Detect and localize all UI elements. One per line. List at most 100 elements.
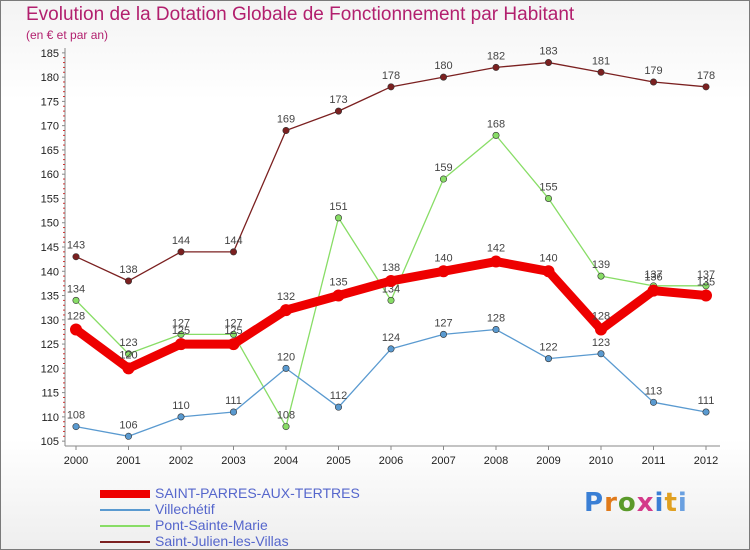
logo-letter: i [654,488,665,518]
data-point [230,330,238,338]
data-label: 169 [277,114,295,126]
data-point [72,296,80,304]
x-tick-label: 2002 [169,455,193,467]
x-tick-label: 2010 [589,455,613,467]
x-tick-label: 2012 [694,455,718,467]
data-label: 112 [330,390,348,402]
data-point [70,323,82,336]
data-point [649,78,657,86]
data-label: 168 [487,118,505,130]
data-label: 111 [698,395,715,407]
logo-letter: x [636,488,655,518]
data-label: 181 [592,55,610,67]
x-tick-label: 2008 [484,455,508,467]
data-point [492,131,500,139]
data-point [230,248,238,256]
data-point [702,282,710,290]
y-tick-label: 165 [41,145,59,157]
data-label: 140 [539,252,557,264]
y-tick-label: 140 [41,266,59,278]
data-label: 134 [67,283,85,295]
y-tick-label: 150 [41,218,59,230]
data-label: 127 [172,317,190,329]
data-label: 124 [382,332,400,344]
legend-swatch-villechetif [100,509,150,511]
data-label: 144 [224,235,242,247]
data-point [334,403,342,411]
data-label: 123 [119,337,137,349]
data-point [334,214,342,222]
data-point [700,289,712,302]
data-point [597,68,605,76]
data-point [647,284,660,297]
legend-label-saint-julien: Saint-Julien-les-Villas [155,533,289,549]
data-label: 125 [224,325,242,337]
data-point [439,330,447,338]
data-point [490,255,502,268]
data-label: 139 [592,259,610,271]
data-point [280,304,292,317]
x-tick-label: 2006 [379,455,403,467]
proxiti-logo: Proxiti [584,488,688,518]
data-point [492,326,500,334]
logo-letter: t [664,488,678,518]
data-point [282,364,290,372]
x-tick-label: 2011 [642,455,666,467]
y-tick-label: 125 [41,339,59,351]
y-tick-label: 155 [41,193,59,205]
data-point [122,362,135,375]
data-point [595,323,607,336]
legend-swatch-saint-julien [100,541,150,543]
data-point [72,423,80,431]
data-point [437,265,450,278]
y-tick-label: 145 [41,242,59,254]
data-label: 108 [277,410,295,422]
logo-letter: i [677,488,688,518]
data-point [125,277,133,285]
data-point [227,338,240,351]
data-point [385,274,397,287]
x-tick-label: 2007 [431,455,455,467]
data-point [177,248,185,256]
legend-label-saint-parres: SAINT-PARRES-AUX-TERTRES [155,485,360,501]
data-point [702,408,710,416]
data-label: 137 [644,269,662,281]
data-label: 144 [172,235,190,247]
data-point [542,265,555,278]
chart-title: Evolution de la Dotation Globale de Fonc… [26,4,575,25]
data-label: 132 [277,291,295,303]
data-label: 140 [434,252,452,264]
data-label: 128 [592,311,610,323]
data-point [649,398,657,406]
data-point [387,83,395,91]
y-tick-label: 105 [41,436,59,448]
data-point [544,355,552,363]
data-point [439,73,447,81]
data-label: 182 [487,50,505,62]
data-label: 180 [434,60,452,72]
data-label: 142 [487,243,505,255]
data-label: 136 [644,272,662,284]
y-tick-label: 110 [41,412,59,424]
data-label: 179 [644,65,662,77]
y-tick-label: 185 [41,48,59,60]
x-tick-label: 2000 [64,455,88,467]
logo-letter: o [617,488,637,518]
legend-label-villechetif: Villechétif [155,501,215,517]
data-label: 155 [539,181,557,193]
data-point [597,272,605,280]
y-tick-label: 115 [41,388,59,400]
x-tick-label: 2005 [326,455,350,467]
x-tick-label: 2004 [274,455,298,467]
y-tick-label: 130 [41,315,59,327]
data-point [282,127,290,135]
y-tick-label: 180 [41,72,59,84]
legend-swatch-saint-parres [100,490,150,498]
data-label: 178 [382,70,400,82]
data-label: 125 [172,325,190,337]
data-label: 135 [697,277,715,289]
data-label: 110 [172,400,190,412]
y-tick-label: 170 [41,121,59,133]
data-label: 128 [487,313,505,325]
data-label: 128 [67,311,85,323]
